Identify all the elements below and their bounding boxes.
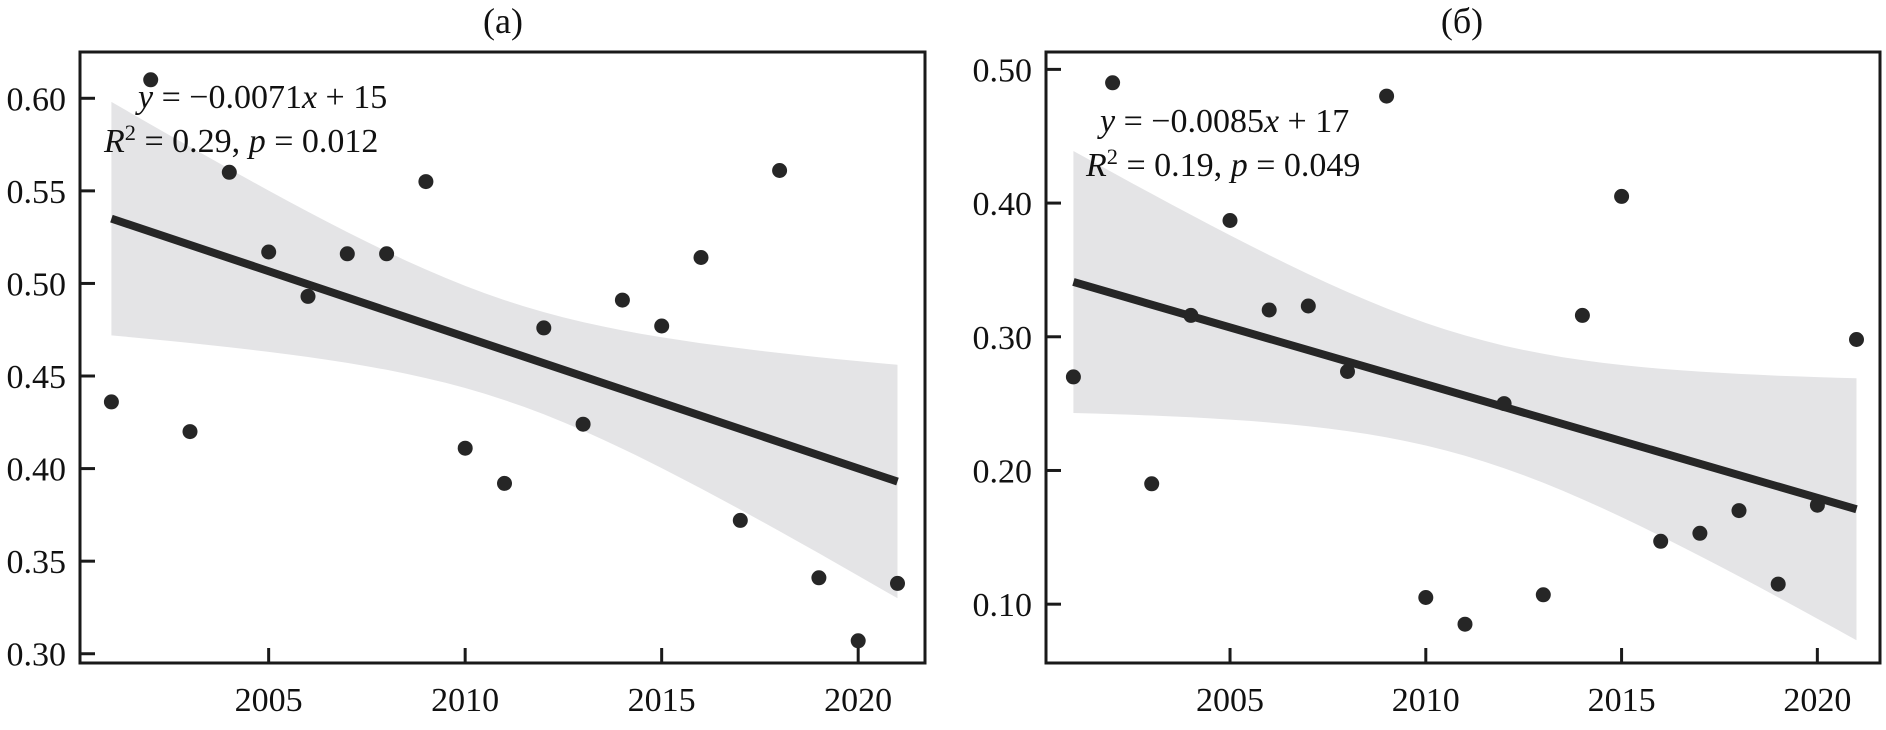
y-tick-label: 0.10 (973, 587, 1033, 624)
data-point (1770, 576, 1786, 592)
y-tick-label: 0.50 (7, 266, 67, 303)
data-point (614, 292, 630, 308)
data-point (693, 250, 709, 265)
data-point (1183, 307, 1199, 323)
data-point (379, 246, 395, 262)
plot-frame (1044, 50, 1882, 665)
data-point (1849, 332, 1864, 347)
regression-line (1072, 278, 1858, 514)
y-tick-label: 0.30 (7, 637, 67, 674)
data-point (772, 163, 788, 178)
y-tick-label: 0.40 (7, 452, 67, 489)
x-tick-label: 2010 (1392, 682, 1460, 719)
data-point (1261, 302, 1277, 318)
data-point (1535, 587, 1551, 603)
y-tick-label: 0.55 (7, 174, 67, 211)
data-point (1496, 396, 1512, 412)
data-point (1065, 369, 1081, 385)
data-point (575, 416, 591, 432)
x-tick-label: 2015 (628, 682, 696, 719)
data-point (654, 318, 670, 334)
data-point (143, 72, 159, 88)
data-point (1731, 503, 1747, 519)
x-tick-label: 2005 (235, 682, 303, 719)
annotation-equation: y = −0.0071x + 15 (135, 79, 387, 116)
data-point (1457, 616, 1473, 632)
annotation-stats: R2 = 0.19, p = 0.049 (1085, 144, 1360, 185)
x-tick-label: 2020 (824, 682, 892, 719)
data-point (339, 246, 355, 262)
data-point (457, 440, 473, 456)
data-point (1379, 88, 1395, 104)
x-tick-label: 2020 (1783, 682, 1851, 719)
panel-title: (а) (483, 1, 523, 41)
data-point (1692, 525, 1708, 541)
data-point (300, 288, 316, 304)
data-point (850, 633, 866, 649)
data-point (1574, 307, 1590, 323)
data-point (1614, 188, 1630, 204)
x-tick-label: 2015 (1588, 682, 1656, 719)
x-tick-label: 2005 (1196, 682, 1264, 719)
data-point (1653, 533, 1669, 549)
data-point (1222, 213, 1238, 228)
y-tick-label: 0.20 (973, 453, 1033, 490)
data-point (1340, 364, 1355, 379)
data-point (221, 164, 237, 180)
data-point (732, 512, 748, 528)
y-tick-label: 0.30 (973, 320, 1033, 357)
data-point (536, 320, 552, 336)
y-tick-label: 0.45 (7, 359, 67, 396)
y-tick-label: 0.40 (973, 186, 1033, 223)
regression-line (110, 214, 899, 486)
data-point (261, 244, 277, 260)
y-tick-label: 0.35 (7, 544, 67, 581)
annotation-equation: y = −0.0085x + 17 (1097, 103, 1349, 140)
data-point (1418, 590, 1434, 605)
panel-a: (а) 2005 2010 2015 2020 0.60 0.55 0.50 0.45 0.40 0… (7, 1, 927, 719)
data-point (1105, 75, 1121, 91)
panel-title: (б) (1441, 1, 1483, 41)
annotation-stats: R2 = 0.29, p = 0.012 (103, 120, 378, 161)
plot-frame (78, 50, 927, 665)
y-tick-label: 0.60 (7, 81, 67, 118)
panel-b: (б) 2005 2010 2015 2020 0.50 0.40 0.30 0.20 0.10 y… (973, 1, 1882, 719)
data-point (103, 394, 119, 410)
data-point (890, 575, 905, 591)
data-point (1144, 476, 1160, 492)
data-point (497, 475, 512, 491)
data-point (418, 174, 434, 190)
data-point (811, 570, 827, 586)
x-tick-label: 2010 (431, 682, 499, 719)
data-point (1809, 497, 1825, 513)
y-tick-label: 0.50 (973, 52, 1033, 89)
data-point (182, 424, 198, 440)
data-point (1300, 298, 1316, 314)
